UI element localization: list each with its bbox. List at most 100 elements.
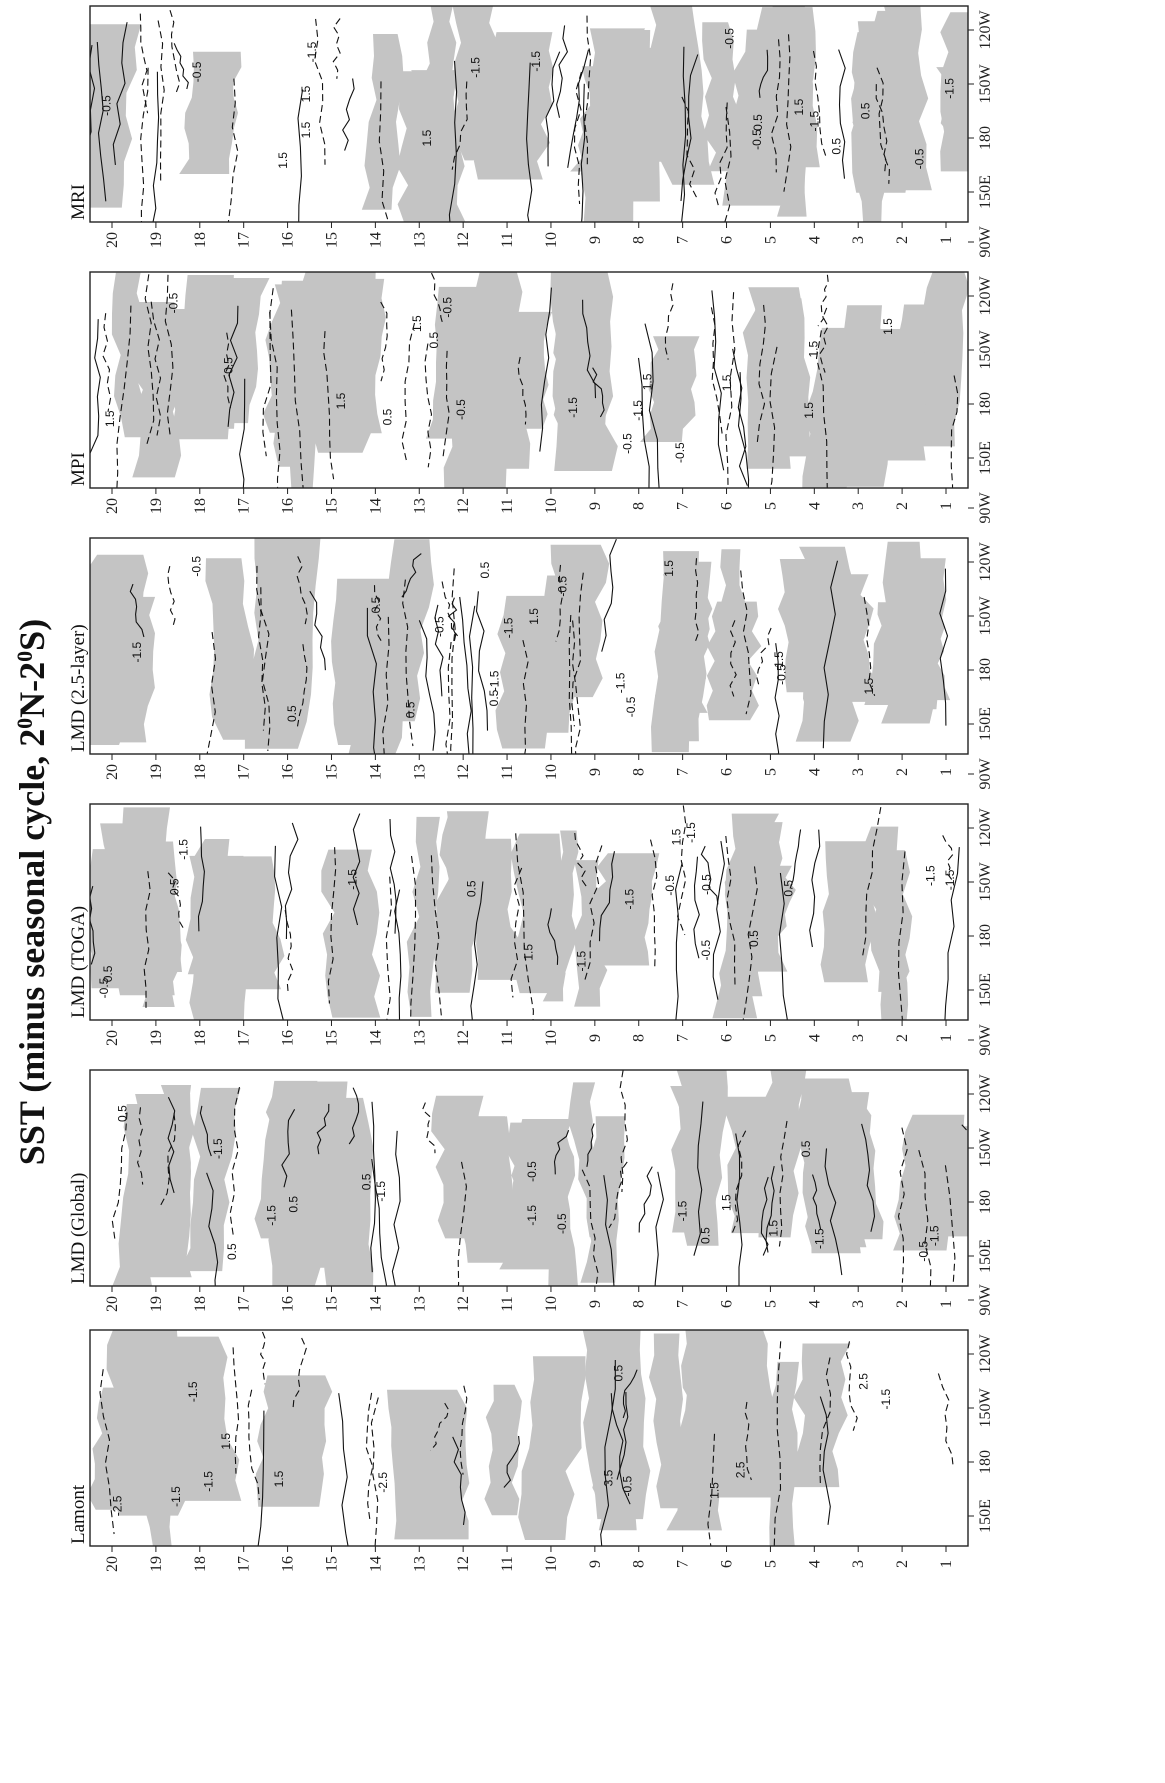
positive-contour-line xyxy=(96,41,107,202)
positive-contour-line xyxy=(809,829,821,948)
negative-contour-line xyxy=(144,274,155,445)
negative-contour-line xyxy=(573,71,582,205)
positive-anomaly-area xyxy=(432,811,489,993)
contour-label: 1.5 xyxy=(720,1194,734,1211)
positive-anomaly-area xyxy=(90,1387,155,1510)
year-tick-label: 2 xyxy=(894,1300,911,1308)
positive-contour-line xyxy=(939,568,949,726)
year-tick-label: 10 xyxy=(543,232,560,248)
positive-contour-line xyxy=(654,1171,664,1286)
year-tick-label: 16 xyxy=(280,498,297,514)
year-tick-label: 4 xyxy=(806,236,823,244)
year-tick-label: 6 xyxy=(719,1034,736,1042)
positive-contour-line xyxy=(545,51,561,167)
positive-anomaly-area xyxy=(179,51,242,174)
positive-contour-line xyxy=(638,1166,653,1233)
panel-3: -1.5-0.5-1.5 -1.5-0.5-1.51.5-1.50.50.51.5… xyxy=(68,758,994,1046)
contour-label: 1.5 xyxy=(219,1433,233,1450)
positive-contour-line xyxy=(284,822,299,940)
panel-frame xyxy=(89,537,969,755)
negative-contour-line xyxy=(167,872,185,930)
panel-label: Lamont xyxy=(68,1484,89,1544)
contour-label: -0.5 xyxy=(913,148,927,169)
negative-contour-line xyxy=(102,313,112,412)
year-tick-label: 8 xyxy=(631,1300,648,1308)
contour-label: 1.5 xyxy=(410,315,424,332)
title-superscript: 0 xyxy=(12,718,37,729)
negative-contour-line xyxy=(150,301,162,436)
panel-field: 0.50.5-1.51.50.5-0.5-1.50.5-1.51.5-1.5-0… xyxy=(90,538,968,754)
contour-label: 0.5 xyxy=(747,930,761,947)
year-tick-label: 15 xyxy=(324,764,341,780)
negative-contour-line xyxy=(164,274,174,438)
contour-label: -1.5 xyxy=(176,839,190,860)
year-tick-label: 13 xyxy=(411,498,428,514)
year-tick-label: 7 xyxy=(675,1300,692,1308)
negative-contour-line xyxy=(424,343,433,468)
negative-contour-line xyxy=(770,39,781,173)
negative-contour-line xyxy=(742,866,758,1020)
negative-contour-line xyxy=(608,1161,628,1229)
positive-contour-line xyxy=(567,49,590,168)
year-tick-label: 17 xyxy=(236,1296,253,1312)
longitude-tick-label: 90W xyxy=(977,226,994,258)
positive-contour-line xyxy=(737,372,750,488)
longitude-tick-label: 90W xyxy=(977,1284,994,1316)
contour-label: -1.5 xyxy=(879,1389,893,1410)
negative-contour-line xyxy=(730,1130,747,1236)
panel-frame xyxy=(89,271,969,489)
year-tick-label: 14 xyxy=(367,498,384,514)
year-tick-label: 3 xyxy=(850,1560,867,1568)
contour-label: -1.5 xyxy=(130,642,144,663)
negative-contour-line xyxy=(99,1369,115,1535)
positive-contour-line xyxy=(711,290,725,471)
year-tick-label: 14 xyxy=(367,1556,384,1572)
positive-anomaly-area xyxy=(484,1384,522,1516)
positive-contour-line xyxy=(712,841,725,1000)
negative-contour-line xyxy=(370,1397,379,1546)
contour-label: -1.5 xyxy=(943,78,957,99)
positive-anomaly-area xyxy=(474,272,531,469)
year-tick-label: 19 xyxy=(148,1030,165,1046)
negative-contour-line xyxy=(725,292,736,488)
positive-anomaly-area xyxy=(387,1389,470,1540)
negative-contour-line xyxy=(944,1165,956,1286)
longitude-tick-label: 150W xyxy=(977,64,994,104)
positive-anomaly-area xyxy=(550,272,618,471)
positive-contour-line xyxy=(774,643,780,754)
negative-contour-line xyxy=(681,96,698,199)
year-tick-label: 15 xyxy=(324,1030,341,1046)
contour-label: -1.5 xyxy=(622,889,636,910)
positive-contour-line xyxy=(700,845,719,905)
negative-contour-line xyxy=(897,1127,908,1283)
year-tick-label: 10 xyxy=(543,764,560,780)
panel-frame xyxy=(89,803,969,1021)
positive-contour-line xyxy=(452,1436,466,1525)
negative-contour-line xyxy=(260,587,271,751)
panel-field: 0.5-1.51.5-1.5-0.5-0.50.5-0.51.5-1.51.51… xyxy=(90,6,968,222)
positive-anomaly-area xyxy=(881,558,947,724)
contour-label: -0.5 xyxy=(673,442,687,463)
contour-label: 0.5 xyxy=(830,138,844,155)
negative-contour-line xyxy=(292,1337,307,1410)
contour-label: -1.5 xyxy=(488,670,502,691)
longitude-tick-label: 120W xyxy=(977,1074,994,1114)
contour-label: 0.5 xyxy=(781,880,795,897)
negative-contour-line xyxy=(581,1169,599,1286)
year-tick-label: 6 xyxy=(719,236,736,244)
contour-label: 1.5 xyxy=(641,373,655,390)
year-tick-label: 4 xyxy=(806,502,823,510)
longitude-tick-label: 180 xyxy=(977,392,994,416)
positive-anomaly-area xyxy=(311,272,376,453)
year-tick-label: 1 xyxy=(938,236,955,244)
negative-contour-line xyxy=(714,102,728,209)
negative-contour-line xyxy=(693,558,700,645)
year-tick-label: 17 xyxy=(236,764,253,780)
year-tick-label: 18 xyxy=(192,764,209,780)
longitude-tick-label: 180 xyxy=(977,126,994,150)
year-tick-label: 2 xyxy=(894,1034,911,1042)
positive-contour-line xyxy=(206,1172,219,1286)
year-tick-label: 8 xyxy=(631,502,648,510)
positive-contour-line xyxy=(338,1393,349,1546)
